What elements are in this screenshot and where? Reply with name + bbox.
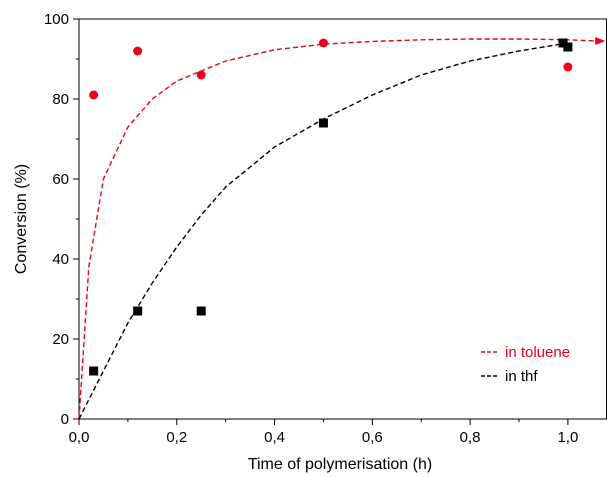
x-tick-label: 0,6 — [362, 429, 383, 446]
data-point-in-thf — [196, 306, 206, 316]
data-point-in-toluene — [133, 46, 143, 56]
data-point-in-toluene — [196, 70, 206, 80]
legend-label-in-toluene: in toluene — [505, 344, 570, 361]
data-point-in-thf — [563, 42, 573, 52]
legend: in toluene in thf — [481, 344, 570, 385]
x-tick-label: 0,4 — [264, 429, 285, 446]
data-point-in-toluene — [318, 38, 328, 48]
y-tick-label: 40 — [52, 251, 69, 268]
y-tick-label: 0 — [61, 411, 69, 428]
data-points — [89, 38, 573, 376]
axes: 0,0 0,2 0,4 0,6 0,8 1,0 0 20 40 60 80 100 — [44, 11, 607, 446]
x-tick-label: 0,2 — [166, 429, 187, 446]
x-axis-title: Time of polymerisation (h) — [248, 456, 432, 473]
data-point-in-thf — [318, 118, 328, 128]
fit-curves — [78, 37, 606, 420]
data-point-in-thf — [558, 38, 568, 48]
y-tick-label: 80 — [52, 91, 69, 108]
x-tick-label: 0,8 — [460, 429, 481, 446]
y-tick-label: 20 — [52, 331, 69, 348]
fit-curve-in-toluene — [78, 38, 598, 420]
y-axis-title: Conversion (%) — [13, 164, 30, 274]
data-point-in-toluene — [89, 90, 99, 100]
y-tick-label: 100 — [44, 11, 69, 28]
x-tick-label: 0,0 — [69, 429, 90, 446]
data-point-in-toluene — [563, 62, 573, 72]
legend-label-in-thf: in thf — [505, 368, 538, 385]
data-point-in-thf — [133, 306, 143, 316]
y-tick-label: 60 — [52, 171, 69, 188]
data-point-in-thf — [89, 366, 99, 376]
toluene-curve-arrowhead — [595, 37, 606, 45]
x-tick-label: 1,0 — [557, 429, 578, 446]
fit-curve-in-thf — [78, 42, 569, 420]
